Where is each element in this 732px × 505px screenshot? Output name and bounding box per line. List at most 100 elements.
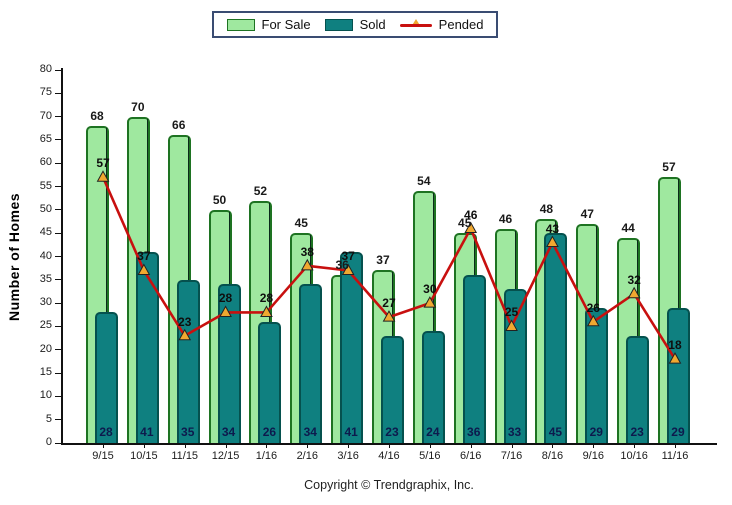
- pended-value-label: 57: [96, 156, 110, 171]
- x-tick: [388, 443, 390, 448]
- x-axis-label: 11/15: [171, 450, 199, 462]
- y-tick-label: 5: [45, 412, 52, 425]
- x-tick: [511, 443, 513, 448]
- y-tick-label: 45: [39, 226, 52, 239]
- x-axis-label: 9/15: [92, 450, 114, 462]
- y-tick-label: 70: [39, 109, 52, 122]
- legend-item-pended: Pended: [399, 17, 484, 32]
- y-tick-label: 75: [39, 86, 52, 99]
- pended-value-label: 26: [586, 300, 600, 315]
- sold-value-label: 41: [140, 425, 154, 439]
- pended-value-label: 27: [382, 296, 396, 311]
- x-axis-label: 7/16: [500, 450, 523, 462]
- y-tick-label: 35: [39, 272, 52, 285]
- x-tick: [348, 443, 350, 448]
- sold-value-label: 41: [344, 425, 358, 439]
- y-tick-label: 10: [39, 389, 52, 402]
- sold-value-label: 23: [385, 425, 399, 439]
- for-sale-value-label: 70: [131, 99, 145, 114]
- x-axis-label: 1/16: [255, 450, 278, 462]
- sold-value-label: 28: [99, 425, 113, 439]
- sold-value-label: 29: [671, 425, 685, 439]
- x-axis-label: 2/16: [296, 450, 318, 462]
- x-tick: [103, 443, 104, 448]
- sold-value-label: 33: [507, 425, 522, 439]
- pended-value-label: 18: [668, 338, 682, 353]
- for-sale-value-label: 37: [376, 253, 390, 268]
- for-sale-value-label: 46: [498, 211, 513, 226]
- pended-value-label: 37: [341, 249, 355, 264]
- copyright-text: Copyright © Trendgraphix, Inc.: [304, 478, 474, 492]
- pended-value-label: 46: [464, 207, 478, 222]
- sold-bar: [544, 233, 568, 443]
- bar-drop-line: [473, 235, 475, 276]
- y-tick-label: 65: [39, 132, 52, 145]
- y-tick-label: 55: [39, 179, 52, 192]
- sold-value-label: 35: [181, 425, 195, 439]
- sold-bar: [585, 307, 609, 443]
- y-tick: [55, 419, 61, 421]
- for-sale-value-label: 66: [172, 118, 186, 133]
- y-axis-title: Number of Homes: [6, 192, 22, 321]
- x-tick: [307, 443, 309, 448]
- sold-value-label: 24: [426, 425, 440, 439]
- y-tick: [55, 209, 61, 211]
- x-tick: [184, 443, 186, 448]
- y-tick-label: 20: [39, 342, 52, 355]
- x-tick: [266, 443, 268, 448]
- x-axis-label: 3/16: [337, 450, 359, 462]
- y-tick: [55, 256, 61, 257]
- pended-value-label: 23: [178, 314, 192, 329]
- pended-value-label: 38: [300, 244, 314, 259]
- y-tick: [55, 395, 61, 397]
- sold-bar: [340, 251, 364, 443]
- y-tick-label: 30: [39, 296, 52, 309]
- sold-bar: [95, 312, 118, 443]
- x-tick: [470, 443, 472, 448]
- y-tick-label: 15: [39, 366, 52, 379]
- sold-value-label: 23: [630, 425, 644, 439]
- y-tick: [55, 162, 61, 164]
- x-tick: [593, 443, 595, 448]
- y-tick-label: 80: [39, 63, 52, 75]
- bar-drop-line: [596, 225, 598, 308]
- legend-item-for-sale: For Sale: [226, 17, 311, 32]
- for-sale-value-label: 57: [662, 160, 676, 175]
- bar-drop-line: [187, 137, 189, 280]
- sold-bar: [666, 307, 690, 443]
- for-sale-value-label: 54: [417, 174, 431, 189]
- legend-item-sold: Sold: [324, 17, 386, 32]
- sold-bar: [299, 284, 323, 443]
- y-tick: [55, 232, 61, 234]
- sold-value-label: 34: [303, 425, 317, 439]
- pended-triangle-icon: [410, 18, 421, 27]
- y-tick: [55, 279, 61, 281]
- y-tick-label: 60: [39, 156, 52, 169]
- x-axis-label: 11/16: [661, 450, 689, 462]
- sold-bar: [176, 279, 200, 443]
- x-tick: [429, 443, 431, 448]
- legend-label-sold: Sold: [359, 17, 386, 32]
- y-tick: [55, 372, 61, 374]
- sold-value-label: 45: [548, 425, 563, 439]
- pended-value-label: 25: [504, 305, 519, 320]
- legend-label-pended: Pended: [438, 17, 484, 32]
- for-sale-swatch-icon: [226, 18, 255, 31]
- for-sale-value-label: 50: [212, 192, 227, 207]
- y-tick: [55, 325, 61, 327]
- pended-value-label: 43: [545, 221, 560, 236]
- y-tick: [55, 349, 61, 351]
- x-tick: [634, 443, 636, 448]
- bar-drop-line: [514, 230, 516, 290]
- pended-value-label: 32: [627, 272, 641, 287]
- y-tick: [55, 139, 61, 141]
- x-tick: [552, 443, 554, 448]
- for-sale-value-label: 44: [621, 220, 635, 235]
- for-sale-value-label: 48: [539, 202, 554, 217]
- bar-drop-line: [637, 239, 639, 336]
- x-axis-label: 4/16: [378, 450, 400, 462]
- sold-value-label: 36: [467, 425, 481, 439]
- legend-label-for-sale: For Sale: [261, 17, 311, 32]
- x-axis-label: 12/15: [211, 450, 240, 462]
